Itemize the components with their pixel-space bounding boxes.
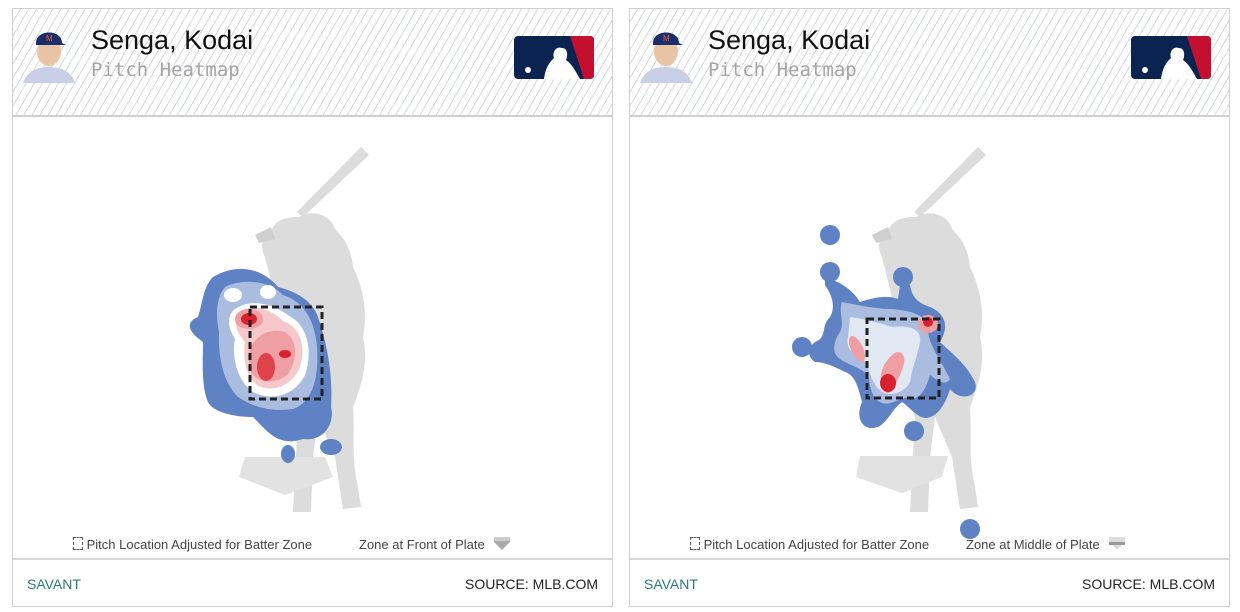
chart-subtitle: Pitch Heatmap <box>91 59 240 81</box>
heatmap-density <box>792 225 980 539</box>
dashed-box-icon <box>690 537 700 550</box>
panel-header: M Senga, Kodai Pitch Heatmap <box>630 9 1229 117</box>
panel-footer: SAVANT SOURCE: MLB.COM <box>13 558 612 608</box>
home-plate <box>856 456 948 493</box>
strike-zone <box>865 317 941 400</box>
panel-header: M Senga, Kodai Pitch Heatmap <box>13 9 612 117</box>
heatmap-panel-middle: M Senga, Kodai Pitch Heatmap <box>629 8 1230 607</box>
plate-front-icon <box>494 537 511 550</box>
svg-text:M: M <box>46 34 53 43</box>
savant-link[interactable]: SAVANT <box>27 576 81 592</box>
strike-zone <box>248 305 324 401</box>
source-label: SOURCE: MLB.COM <box>464 576 598 592</box>
svg-text:M: M <box>663 34 670 43</box>
heatmap-panel-front: M Senga, Kodai Pitch Heatmap <box>12 8 613 607</box>
player-avatar: M <box>640 32 692 83</box>
legend-adjusted: Pitch Location Adjusted for Batter Zone <box>73 537 312 552</box>
mlb-logo <box>1131 36 1211 79</box>
legend-zone-label: Zone at Front of Plate <box>359 537 485 552</box>
heatmap-plot <box>189 147 369 512</box>
source-label: SOURCE: MLB.COM <box>1081 576 1215 592</box>
player-avatar: M <box>23 32 75 83</box>
legend-adjusted-label: Pitch Location Adjusted for Batter Zone <box>86 537 313 552</box>
player-name: Senga, Kodai <box>708 25 871 55</box>
dashed-box-icon <box>73 537 83 550</box>
legend-zone: Zone at Front of Plate <box>359 537 511 552</box>
plate-middle-icon <box>1109 537 1126 550</box>
player-name: Senga, Kodai <box>91 25 254 55</box>
home-plate <box>239 457 333 495</box>
mlb-logo <box>514 36 594 79</box>
legend-zone: Zone at Middle of Plate <box>966 537 1126 552</box>
panel-footer: SAVANT SOURCE: MLB.COM <box>630 558 1229 608</box>
legend-zone-label: Zone at Middle of Plate <box>966 537 1100 552</box>
legend-adjusted-label: Pitch Location Adjusted for Batter Zone <box>703 537 930 552</box>
chart-subtitle: Pitch Heatmap <box>708 59 857 81</box>
heatmap-plot <box>792 147 986 539</box>
savant-link[interactable]: SAVANT <box>644 576 698 592</box>
legend-adjusted: Pitch Location Adjusted for Batter Zone <box>690 537 929 552</box>
